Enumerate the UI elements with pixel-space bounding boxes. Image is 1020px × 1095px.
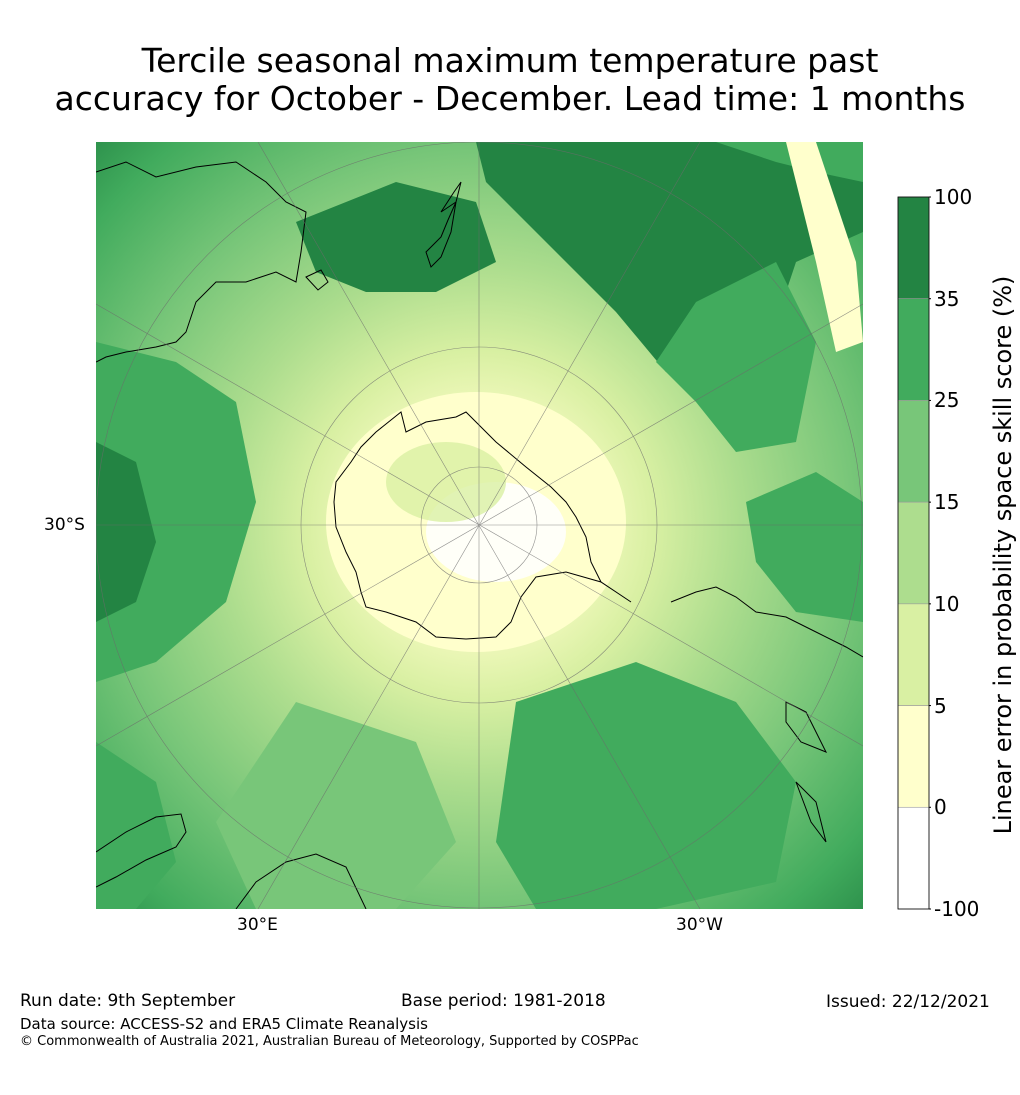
colorbar-bin	[897, 501, 930, 605]
colorbar-tick-label: 5	[934, 693, 947, 718]
map-title-line-1: Tercile seasonal maximum temperature pas…	[141, 41, 879, 80]
new-zealand-coastline	[425, 181, 462, 268]
latitude-label-30s: 30°S	[44, 515, 85, 535]
colorbar-bin	[897, 806, 930, 910]
map-title-line-2: accuracy for October - December. Lead ti…	[54, 79, 966, 118]
antarctica-coastline	[333, 411, 632, 640]
region-west-edge-skill	[96, 442, 156, 622]
longitude-label-30w: 30°W	[676, 915, 723, 935]
africa-south-coastline	[235, 853, 367, 909]
region-polar-pale	[386, 442, 506, 522]
colorbar-bin	[897, 400, 930, 503]
colorbar-bin	[897, 298, 930, 401]
longitude-label-30e: 30°E	[237, 915, 278, 935]
colorbar	[897, 196, 931, 910]
africa-coastline	[96, 813, 187, 888]
colorbar-tick-label: 10	[934, 591, 960, 616]
region-south-atlantic-skill	[496, 662, 796, 909]
colorbar-tick-label: 100	[934, 185, 973, 209]
tasmania-coastline	[305, 269, 329, 291]
colorbar-tick-label: 35	[934, 286, 960, 311]
region-west-pacific-skill	[716, 142, 863, 182]
skill-score-map	[96, 142, 863, 909]
graticule	[96, 142, 863, 909]
south-america-east-coastline	[785, 701, 828, 843]
colorbar-title: Linear error in probability space skill …	[989, 275, 1017, 835]
base-period: Base period: 1981-2018	[401, 991, 606, 1011]
region-southeast-pacific-skill	[656, 262, 816, 452]
australia-coastline	[96, 161, 307, 363]
region-southwest-skill	[96, 742, 176, 909]
run-date: Run date: 9th September	[20, 991, 236, 1011]
region-mid-south-skill	[216, 702, 456, 909]
colorbar-tick-label: 25	[934, 388, 960, 413]
region-andes-low-skill	[786, 142, 863, 352]
colorbar-bin	[897, 603, 930, 706]
colorbar-bin	[897, 705, 930, 808]
south-america-coastline	[670, 586, 863, 658]
region-east-skill	[746, 472, 863, 622]
copyright-notice: © Commonwealth of Australia 2021, Austra…	[20, 1034, 639, 1049]
colorbar-bin	[897, 196, 930, 300]
region-tasman-high-skill	[296, 182, 496, 292]
data-source: Data source: ACCESS-S2 and ERA5 Climate …	[20, 1015, 428, 1033]
colorbar-tick-label: 15	[934, 490, 960, 515]
colorbar-tick-label: -100	[934, 897, 980, 921]
issued-date: Issued: 22/12/2021	[826, 992, 990, 1012]
colorbar-tick-label: 0	[934, 795, 947, 820]
colorbar-frame	[897, 196, 930, 910]
